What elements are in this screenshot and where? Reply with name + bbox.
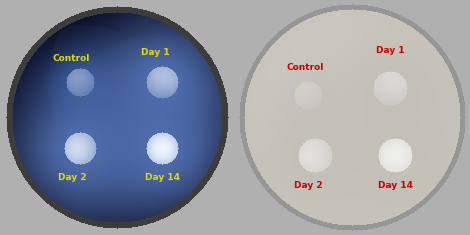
Text: Day 2: Day 2: [294, 180, 322, 189]
Text: Day 1: Day 1: [376, 46, 404, 55]
Text: Day 2: Day 2: [58, 173, 86, 183]
Text: Day 1: Day 1: [141, 47, 169, 56]
Text: Day 14: Day 14: [377, 180, 413, 189]
Text: Day 14: Day 14: [144, 173, 180, 183]
Text: Control: Control: [52, 54, 89, 63]
Text: Control: Control: [286, 63, 324, 73]
